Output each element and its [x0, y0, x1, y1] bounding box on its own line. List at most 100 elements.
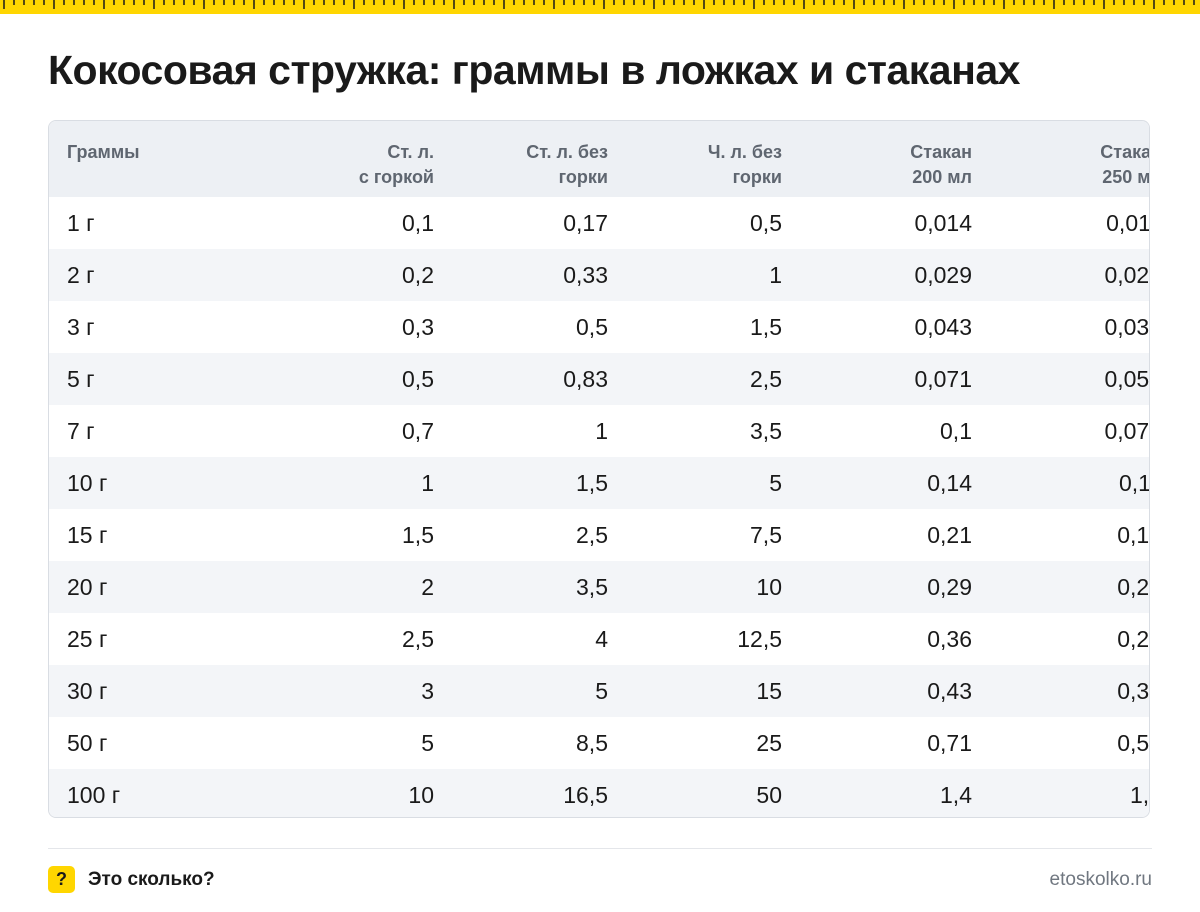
table-row: 1 г 0,1 0,17 0,5 0,014 0,011	[49, 197, 1150, 249]
table-row: 100 г 10 16,5 50 1,4 1,1	[49, 769, 1150, 817]
grams-cell: 100 г	[67, 781, 121, 808]
value-cell: 0,011	[1106, 209, 1150, 236]
value-cell: 0,078	[1104, 417, 1150, 444]
value-cell: 2,5	[750, 365, 782, 392]
grams-cell: 1 г	[67, 209, 95, 236]
value-cell: 25	[756, 729, 782, 756]
value-cell: 4	[595, 625, 608, 652]
value-cell: 0,71	[927, 729, 972, 756]
value-cell: 0,056	[1104, 365, 1150, 392]
value-cell: 0,29	[927, 573, 972, 600]
value-cell: 2,5	[576, 521, 608, 548]
value-cell: 0,14	[927, 469, 972, 496]
value-cell: 50	[756, 781, 782, 808]
value-cell: 3,5	[576, 573, 608, 600]
grams-cell: 7 г	[67, 417, 95, 444]
conversion-table-card: Граммы Ст. л. с горкой Ст. л. без горки …	[48, 120, 1150, 818]
value-cell: 0,22	[1117, 573, 1150, 600]
value-cell: 1,5	[576, 469, 608, 496]
value-cell: 1,5	[750, 313, 782, 340]
value-cell: 0,83	[563, 365, 608, 392]
column-header-tsp-level: Ч. л. без горки	[707, 142, 782, 187]
table-row: 20 г 2 3,5 10 0,29 0,22	[49, 561, 1150, 613]
value-cell: 0,5	[402, 365, 434, 392]
table-row: 5 г 0,5 0,83 2,5 0,071 0,056	[49, 353, 1150, 405]
value-cell: 10	[408, 781, 434, 808]
value-cell: 0,071	[914, 365, 972, 392]
table-row: 50 г 5 8,5 25 0,71 0,56	[49, 717, 1150, 769]
grams-cell: 5 г	[67, 365, 95, 392]
column-header-cup-200: Стакан 200 мл	[910, 142, 972, 187]
grams-cell: 50 г	[67, 729, 108, 756]
site-link[interactable]: etoskolko.ru	[1049, 869, 1152, 890]
value-cell: 7,5	[750, 521, 782, 548]
grams-cell: 2 г	[67, 261, 95, 288]
value-cell: 0,7	[402, 417, 434, 444]
question-badge-icon: ?	[48, 866, 75, 893]
grams-cell: 15 г	[67, 521, 108, 548]
value-cell: 0,28	[1117, 625, 1150, 652]
grams-cell: 30 г	[67, 677, 108, 704]
value-cell: 3,5	[750, 417, 782, 444]
table-row: 3 г 0,3 0,5 1,5 0,043 0,033	[49, 301, 1150, 353]
value-cell: 15	[756, 677, 782, 704]
value-cell: 0,21	[927, 521, 972, 548]
value-cell: 0,029	[914, 261, 972, 288]
table-row: 7 г 0,7 1 3,5 0,1 0,078	[49, 405, 1150, 457]
value-cell: 0,33	[563, 261, 608, 288]
value-cell: 1	[421, 469, 434, 496]
value-cell: 10	[756, 573, 782, 600]
column-header-tbsp-heaped: Ст. л. с горкой	[358, 142, 434, 187]
value-cell: 3	[421, 677, 434, 704]
table-row: 2 г 0,2 0,33 1 0,029 0,022	[49, 249, 1150, 301]
value-cell: 16,5	[563, 781, 608, 808]
value-cell: 8,5	[576, 729, 608, 756]
value-cell: 2	[421, 573, 434, 600]
value-cell: 0,33	[1117, 677, 1150, 704]
table-row: 10 г 1 1,5 5 0,14 0,11	[49, 457, 1150, 509]
table-row: 15 г 1,5 2,5 7,5 0,21 0,17	[49, 509, 1150, 561]
ruler-ticks	[3, 0, 1195, 9]
grams-cell: 10 г	[67, 469, 108, 496]
value-cell: 1,1	[1130, 781, 1150, 808]
column-header-tbsp-level: Ст. л. без горки	[526, 142, 608, 187]
value-cell: 0,11	[1118, 469, 1150, 496]
value-cell: 0,5	[576, 313, 608, 340]
value-cell: 1	[769, 261, 782, 288]
footer-divider	[48, 848, 1152, 849]
value-cell: 0,1	[940, 417, 972, 444]
value-cell: 0,17	[1117, 521, 1150, 548]
value-cell: 0,1	[402, 209, 434, 236]
table-row: 30 г 3 5 15 0,43 0,33	[49, 665, 1150, 717]
value-cell: 5	[595, 677, 608, 704]
value-cell: 0,17	[563, 209, 608, 236]
ruler-bar	[0, 0, 1200, 14]
table-header-row: Граммы Ст. л. с горкой Ст. л. без горки …	[49, 121, 1150, 197]
value-cell: 0,43	[927, 677, 972, 704]
page-title: Кокосовая стружка: граммы в ложках и ста…	[48, 47, 1020, 93]
table-row: 25 г 2,5 4 12,5 0,36 0,28	[49, 613, 1150, 665]
grams-cell: 20 г	[67, 573, 108, 600]
column-header-grams: Граммы	[67, 142, 140, 162]
value-cell: 1	[595, 417, 608, 444]
value-cell: 1,4	[940, 781, 972, 808]
value-cell: 0,033	[1104, 313, 1150, 340]
value-cell: 12,5	[737, 625, 782, 652]
value-cell: 0,014	[914, 209, 972, 236]
grams-cell: 25 г	[67, 625, 108, 652]
value-cell: 0,3	[402, 313, 434, 340]
grams-cell: 3 г	[67, 313, 95, 340]
value-cell: 0,022	[1104, 261, 1150, 288]
value-cell: 0,5	[750, 209, 782, 236]
value-cell: 1,5	[402, 521, 434, 548]
value-cell: 0,56	[1117, 729, 1150, 756]
value-cell: 0,2	[402, 261, 434, 288]
value-cell: 0,36	[927, 625, 972, 652]
value-cell: 5	[421, 729, 434, 756]
value-cell: 5	[769, 469, 782, 496]
conversion-table: Граммы Ст. л. с горкой Ст. л. без горки …	[49, 121, 1150, 817]
brand-name: Это сколько?	[88, 869, 215, 890]
value-cell: 2,5	[402, 625, 434, 652]
column-header-cup-250: Стакан 250 мл	[1100, 142, 1150, 187]
